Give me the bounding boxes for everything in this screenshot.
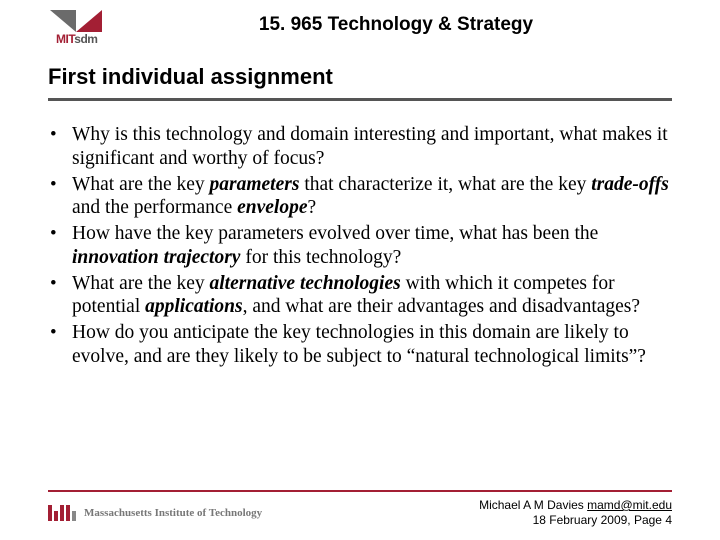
bullet-text: for this technology?	[240, 247, 401, 268]
author-email-link[interactable]: mamd@mit.edu	[587, 498, 672, 512]
bullet-text: ?	[308, 197, 317, 218]
list-item: What are the key parameters that charact…	[48, 173, 672, 221]
footer-rule	[48, 490, 672, 492]
bullet-text: and the performance	[72, 197, 237, 218]
keyword: alternative technologies	[210, 273, 401, 294]
keyword: envelope	[237, 197, 307, 218]
logo-triangles: MITsdm	[50, 10, 102, 40]
list-item: Why is this technology and domain intere…	[48, 123, 672, 171]
keyword: innovation trajectory	[72, 247, 240, 268]
author-name: Michael A M Davies	[479, 498, 587, 512]
logo-text-mit: MIT	[56, 32, 74, 46]
bullet-text: that characterize it, what are the key	[299, 174, 591, 195]
bullet-text: What are the key	[72, 174, 210, 195]
content-area: Why is this technology and domain intere…	[0, 101, 720, 369]
bullet-text: Why is this technology and domain intere…	[72, 124, 668, 169]
logo-text-sdm: sdm	[74, 32, 97, 46]
bullet-text: , and what are their advantages and disa…	[243, 296, 640, 317]
bullet-text: What are the key	[72, 273, 210, 294]
list-item: How do you anticipate the key technologi…	[48, 321, 672, 369]
footer-right: Michael A M Davies mamd@mit.edu 18 Febru…	[479, 498, 672, 528]
date-page: 18 February 2009, Page 4	[479, 513, 672, 528]
keyword: parameters	[210, 174, 300, 195]
bullet-list: Why is this technology and domain intere…	[48, 123, 672, 369]
bullet-text: How have the key parameters evolved over…	[72, 223, 598, 244]
mitsdm-logo: MITsdm	[50, 10, 102, 40]
institution-name: Massachusetts Institute of Technology	[84, 507, 262, 519]
mit-logo-icon	[48, 505, 76, 521]
keyword: trade-offs	[591, 174, 669, 195]
slide-title: First individual assignment	[0, 46, 720, 98]
footer-left: Massachusetts Institute of Technology	[48, 505, 262, 521]
bullet-text: How do you anticipate the key technologi…	[72, 322, 646, 367]
course-title: 15. 965 Technology & Strategy	[102, 14, 670, 36]
list-item: How have the key parameters evolved over…	[48, 222, 672, 270]
list-item: What are the key alternative technologie…	[48, 272, 672, 320]
footer: Massachusetts Institute of Technology Mi…	[48, 490, 672, 528]
keyword: applications	[145, 296, 243, 317]
